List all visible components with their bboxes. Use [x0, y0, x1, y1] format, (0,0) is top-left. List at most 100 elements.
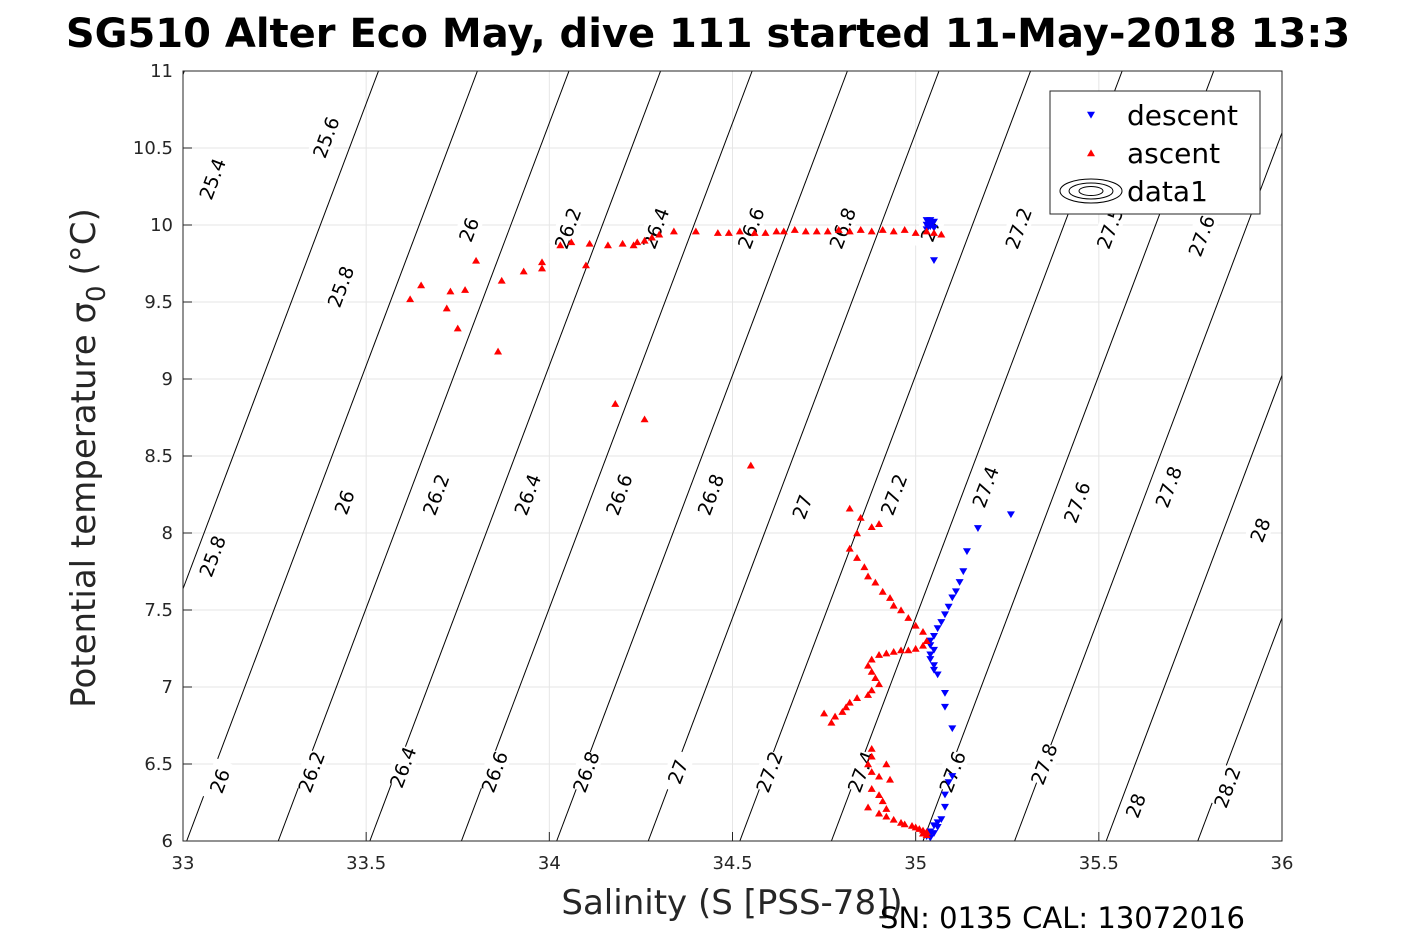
- ascent-point: [918, 641, 927, 649]
- ascent-point: [823, 227, 832, 235]
- contour-label-bg: [732, 205, 769, 251]
- ascent-point: [845, 698, 854, 706]
- ascent-point: [911, 644, 920, 652]
- descent-point: [948, 594, 957, 602]
- contour-label-bg: [1208, 764, 1245, 810]
- legend: descent ascent data1: [1049, 90, 1261, 215]
- series-ascent: [406, 226, 946, 839]
- contour-label-bg: [783, 483, 820, 530]
- descent-point: [959, 568, 968, 576]
- contour-label-bg: [1058, 479, 1095, 525]
- ascent-point: [904, 646, 913, 654]
- y-tick-label: 7.5: [144, 600, 173, 621]
- ascent-point: [867, 745, 876, 752]
- contour-label-bg: [194, 155, 230, 202]
- contour-line: [556, 71, 848, 841]
- descent-point: [933, 671, 942, 679]
- contour-label-bg: [934, 748, 970, 795]
- ascent-point: [856, 226, 865, 233]
- descent-point: [944, 779, 953, 787]
- contour-label-bg: [567, 748, 604, 795]
- contour-line: [183, 71, 379, 591]
- ascent-point: [922, 227, 931, 235]
- ascent-point: [922, 637, 931, 644]
- contour-label-bg: [201, 757, 237, 804]
- contour-label-bg: [912, 206, 948, 253]
- descent-point: [929, 662, 938, 670]
- descent-point: [940, 803, 949, 811]
- ascent-point: [647, 233, 656, 241]
- contour-line: [1105, 373, 1282, 841]
- ascent-point: [900, 820, 909, 828]
- ascent-point: [446, 287, 455, 295]
- ascent-point: [772, 227, 781, 235]
- contour-label-bg: [384, 744, 421, 790]
- ascent-point: [538, 258, 547, 266]
- ascent-point: [406, 295, 415, 303]
- y-axis-label-group: Potential temperature σ0 (°C): [64, 208, 112, 708]
- x-axis-ticks: 33 33.5 34 34.5 35 35.5 36: [172, 832, 1294, 874]
- ascent-point: [853, 554, 862, 561]
- descent-point: [951, 588, 960, 596]
- y-axis-label-main: Potential temperature σ: [64, 302, 104, 708]
- x-tick-label: 33.5: [346, 853, 386, 874]
- contour-label-bg: [1117, 782, 1153, 829]
- y-tick-label: 8: [162, 523, 173, 544]
- contour-label-bg: [1241, 506, 1278, 553]
- chart-title: SG510 Alter Eco May, dive 111 started 11…: [66, 11, 1350, 57]
- ascent-point: [871, 578, 880, 586]
- x-tick-label: 36: [1271, 853, 1294, 874]
- x-tick-label: 35: [904, 853, 927, 874]
- contour-label-bg: [750, 748, 787, 795]
- descent-point: [926, 656, 935, 663]
- legend-triangle-down: [1087, 111, 1095, 119]
- descent-point: [973, 525, 982, 532]
- ascent-point: [900, 226, 909, 233]
- descent-point: [929, 666, 938, 674]
- ascent-point: [494, 347, 503, 355]
- ascent-point: [640, 415, 649, 423]
- ascent-point: [867, 655, 876, 663]
- contour-label-bg: [1150, 463, 1186, 510]
- descent-point: [926, 651, 935, 659]
- ascent-point: [875, 772, 884, 780]
- contour-label-bg: [600, 471, 637, 518]
- contour-label-bg: [292, 748, 329, 795]
- ascent-point: [724, 229, 733, 236]
- y-axis-label-unit: (°C): [64, 208, 104, 275]
- ascent-point: [633, 238, 642, 246]
- ascent-point: [929, 229, 938, 236]
- ascent-point: [845, 504, 854, 512]
- contour-label-bg: [417, 471, 454, 518]
- ascent-point: [842, 703, 851, 711]
- ascent-point: [640, 236, 649, 244]
- ascent-point: [897, 646, 906, 654]
- contour-line: [186, 71, 478, 841]
- contour-label-bg: [875, 471, 912, 518]
- contour-label-bg: [325, 479, 362, 525]
- legend-marker-descent: [1087, 111, 1095, 119]
- descent-point: [926, 637, 935, 645]
- legend-label-ascent: ascent: [1127, 137, 1220, 170]
- contour-label: 27: [659, 748, 695, 795]
- contour-label-bg: [307, 114, 344, 160]
- contour-line: [277, 71, 570, 841]
- contour-line: [369, 71, 662, 841]
- ascent-point: [875, 520, 884, 527]
- x-tick-label: 34.5: [712, 853, 752, 874]
- contour-label-bg: [450, 206, 487, 253]
- y-tick-label: 11: [150, 61, 173, 82]
- ascent-point: [746, 461, 755, 469]
- legend-marker-ascent: [1087, 149, 1095, 157]
- ascent-point: [882, 760, 891, 768]
- ascent-point: [581, 261, 590, 269]
- ascent-point: [538, 264, 547, 272]
- contour-label-bg: [824, 205, 860, 251]
- ascent-point: [867, 752, 876, 760]
- ascent-point: [875, 651, 884, 658]
- contour-label-bg: [549, 205, 586, 251]
- contour-line: [460, 71, 753, 841]
- descent-point: [929, 257, 938, 265]
- legend-marker-data1-contour-icon: [1059, 178, 1123, 204]
- descent-point: [1006, 511, 1015, 519]
